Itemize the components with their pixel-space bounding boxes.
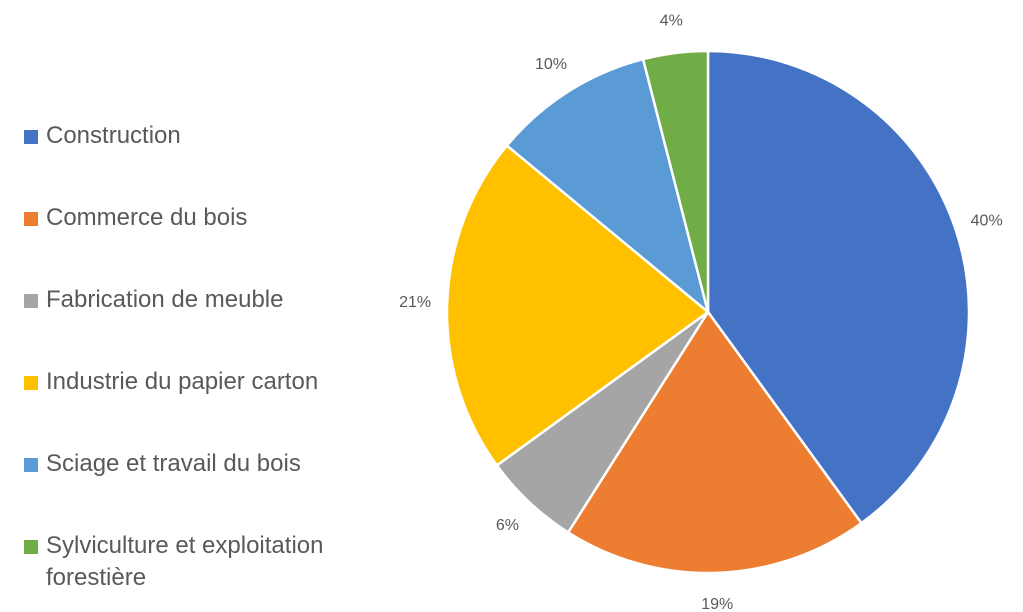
legend-label: Fabrication de meuble [46,286,284,313]
pie-slice [566,309,864,575]
legend-label: Construction [46,122,181,149]
legend-swatch [24,376,38,390]
data-label: 4% [660,13,683,30]
legend-item: Construction [24,120,404,202]
pie-slice [641,49,710,313]
legend-label: Industrie du papier carton [46,368,319,395]
pie-slice [706,49,971,525]
legend: Construction Commerce du bois Fabrication … [24,120,404,612]
legend-item: Commerce du bois [24,202,404,284]
legend-item: Industrie du papier carton [24,366,404,448]
legend-label: Sylviculture et exploitation forestière [46,532,324,591]
data-label: 10% [535,56,567,73]
legend-label: Commerce du bois [46,204,248,231]
data-label: 6% [496,517,519,534]
data-label: 19% [701,596,733,610]
pie-slice [505,57,711,316]
legend-item: Sciage et travail du bois [24,448,404,530]
pie-slice [445,143,711,468]
legend-swatch [24,458,38,472]
legend-swatch [24,130,38,144]
legend-swatch [24,212,38,226]
legend-swatch [24,540,38,554]
legend-label: Sciage et travail du bois [46,450,301,477]
legend-item: Fabrication de meuble [24,284,404,366]
data-label: 21% [399,294,431,311]
data-label: 40% [971,213,1003,230]
legend-swatch [24,294,38,308]
legend-item: Sylviculture et exploitation forestière [24,530,404,612]
